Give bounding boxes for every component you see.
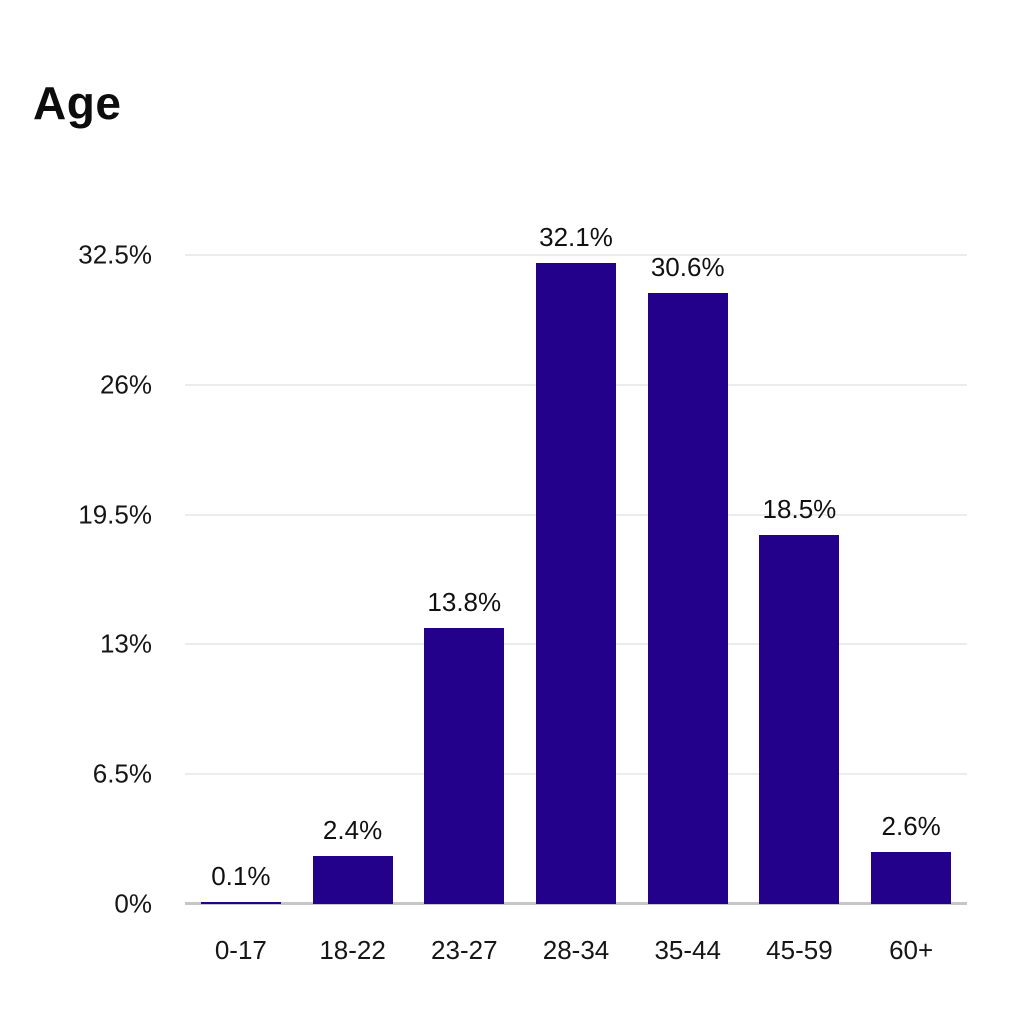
y-tick-label: 13% <box>99 628 152 659</box>
y-tick-label: 32.5% <box>78 239 152 270</box>
y-tick-label: 0% <box>114 888 152 919</box>
x-tick-label: 60+ <box>889 935 934 965</box>
bar <box>759 535 839 904</box>
y-tick-label: 26% <box>99 369 152 400</box>
x-tick-label: 45-59 <box>766 935 833 965</box>
y-tick-label: 19.5% <box>78 499 152 530</box>
bar-value-label: 13.8% <box>427 587 502 617</box>
gridline <box>185 254 967 256</box>
bar-value-label: 2.4% <box>322 815 383 845</box>
bar-value-label: 2.6% <box>881 811 941 841</box>
chart-title: Age <box>33 77 122 129</box>
x-tick-label: 18-22 <box>319 935 386 965</box>
bar-value-label: 32.1% <box>539 222 613 252</box>
plot-area: 0.1% 2.4% 13.8% 32.1% 30.6% 18.5% 2.6% <box>185 222 967 905</box>
bar-value-label: 30.6% <box>650 252 725 282</box>
bar-value-label: 18.5% <box>762 494 837 524</box>
x-tick-label: 23-27 <box>431 935 498 965</box>
y-axis: 0% 6.5% 13% 19.5% 26% 32.5% <box>30 240 152 919</box>
x-tick-label: 35-44 <box>654 935 721 965</box>
bar <box>313 856 393 904</box>
bar <box>536 263 616 904</box>
bar <box>648 293 728 904</box>
bar <box>201 902 281 904</box>
bar <box>871 852 951 904</box>
bar-value-label: 0.1% <box>211 861 271 891</box>
bar <box>424 628 504 904</box>
y-tick-label: 6.5% <box>92 758 152 789</box>
x-tick-label: 28-34 <box>542 935 610 965</box>
x-tick-label: 0-17 <box>214 935 267 965</box>
x-axis: 0-17 18-22 23-27 28-34 35-44 45-59 60+ <box>185 904 967 984</box>
